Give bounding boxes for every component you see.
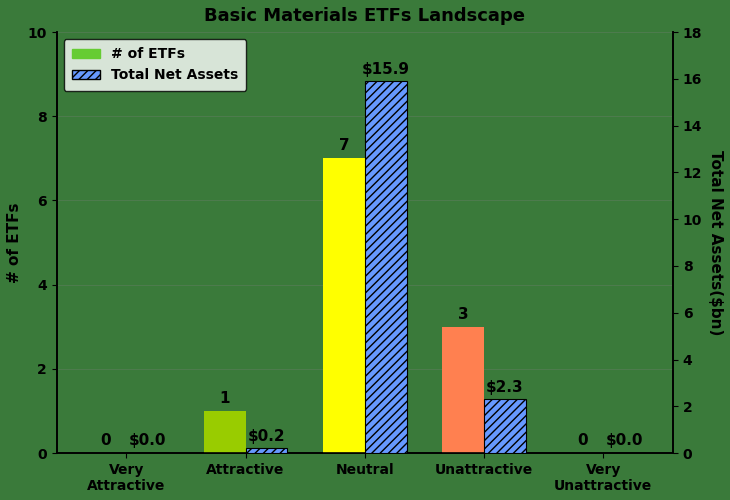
Text: 0: 0 bbox=[100, 433, 111, 448]
Text: $0.0: $0.0 bbox=[605, 434, 643, 448]
Y-axis label: # of ETFs: # of ETFs bbox=[7, 202, 22, 283]
Y-axis label: Total Net Assets($bn): Total Net Assets($bn) bbox=[708, 150, 723, 336]
Bar bbox=[442, 327, 484, 453]
Text: 7: 7 bbox=[339, 138, 349, 154]
Title: Basic Materials ETFs Landscape: Basic Materials ETFs Landscape bbox=[204, 7, 526, 25]
Bar bbox=[323, 158, 365, 453]
Text: $0.0: $0.0 bbox=[128, 434, 166, 448]
Text: 1: 1 bbox=[220, 391, 230, 406]
Bar bbox=[245, 448, 288, 453]
Text: $2.3: $2.3 bbox=[486, 380, 523, 394]
Bar bbox=[204, 411, 245, 453]
Bar bbox=[365, 81, 407, 453]
Text: $15.9: $15.9 bbox=[361, 62, 410, 76]
Text: $0.2: $0.2 bbox=[247, 429, 285, 444]
Text: 0: 0 bbox=[577, 433, 588, 448]
Bar bbox=[484, 400, 526, 453]
Text: 3: 3 bbox=[458, 307, 469, 322]
Legend: # of ETFs, Total Net Assets: # of ETFs, Total Net Assets bbox=[64, 39, 246, 90]
